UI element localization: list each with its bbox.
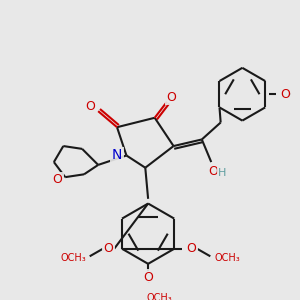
Text: OCH₃: OCH₃ bbox=[146, 293, 172, 300]
Text: O: O bbox=[103, 242, 113, 255]
Text: O: O bbox=[143, 271, 153, 284]
Text: N: N bbox=[112, 148, 122, 163]
Text: O: O bbox=[86, 100, 96, 113]
Text: OCH₃: OCH₃ bbox=[60, 253, 86, 263]
Text: O: O bbox=[53, 173, 63, 187]
Text: H: H bbox=[218, 168, 227, 178]
Text: O: O bbox=[208, 165, 218, 178]
Text: O: O bbox=[187, 242, 196, 255]
Text: OCH₃: OCH₃ bbox=[214, 253, 240, 263]
Text: O: O bbox=[281, 88, 291, 101]
Text: O: O bbox=[167, 91, 177, 103]
